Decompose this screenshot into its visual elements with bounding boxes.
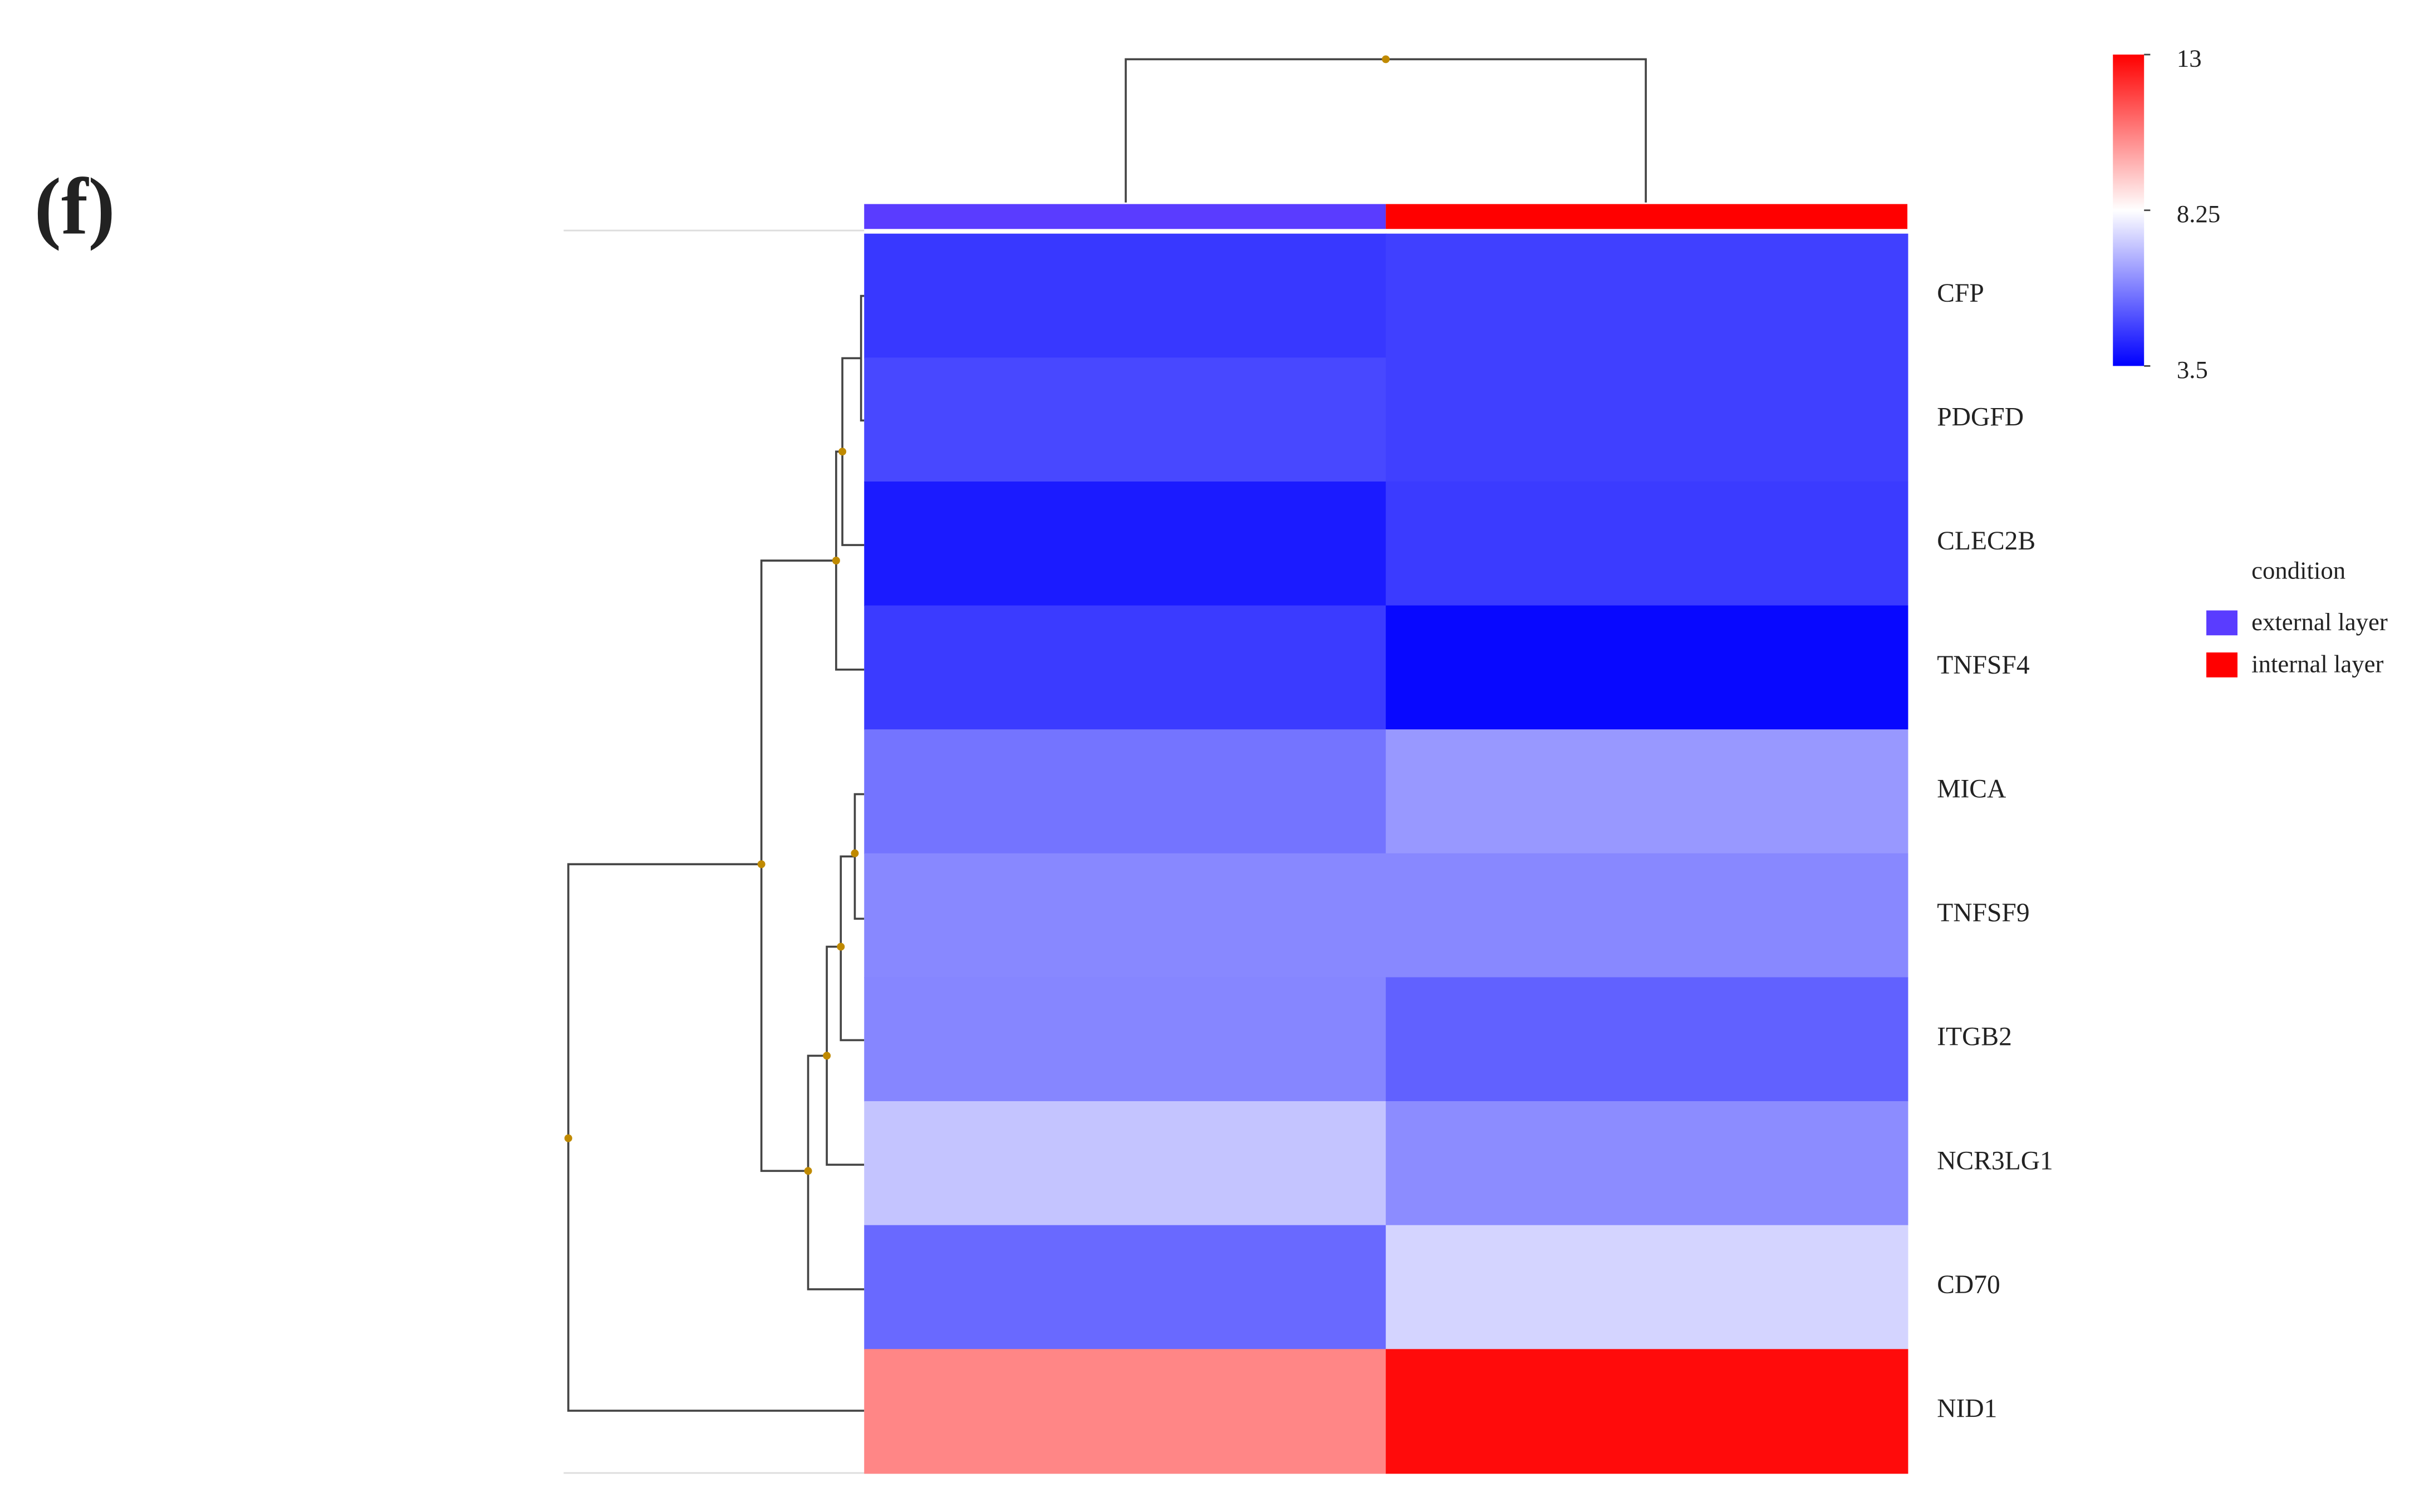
legend-swatch: [2206, 652, 2237, 678]
cell: [1386, 1225, 1908, 1350]
cell: [864, 1225, 1387, 1350]
row-label: TNFSF4: [1937, 651, 2030, 680]
row-label: CD70: [1937, 1270, 2000, 1299]
row-label: CFP: [1937, 279, 1984, 308]
row-label: ITGB2: [1937, 1023, 2012, 1052]
cell: [864, 1349, 1387, 1474]
colorbar: [2113, 55, 2145, 366]
row-label: MICA: [1937, 774, 2006, 803]
cell: [1386, 481, 1908, 606]
cell: [864, 481, 1387, 606]
cell: [864, 233, 1387, 359]
row-label: NCR3LG1: [1937, 1146, 2053, 1175]
cell: [864, 1101, 1387, 1226]
cell: [864, 977, 1387, 1102]
dendrogram: [563, 55, 1908, 1474]
colorbar-tick-label: 8.25: [2177, 200, 2220, 228]
legend-swatch: [2206, 610, 2237, 636]
cell: [1386, 357, 1908, 483]
panel-label: (f): [35, 161, 115, 251]
cell: [864, 357, 1387, 483]
cell: [864, 853, 1387, 978]
row-label: PDGFD: [1937, 403, 2024, 432]
legend-label: internal layer: [2251, 650, 2383, 678]
cell: [1386, 1101, 1908, 1226]
cell: [1386, 605, 1908, 730]
row-label: CLEC2B: [1937, 527, 2035, 556]
cell: [1386, 977, 1908, 1102]
legend-title: condition: [2251, 557, 2345, 585]
cell: [1386, 853, 1908, 978]
cell: [864, 729, 1387, 855]
colorbar-tick-label: 13: [2177, 44, 2202, 72]
cell: [1386, 1349, 1908, 1474]
colorbar-tick-label: 3.5: [2177, 356, 2208, 384]
column-annotation: [864, 204, 1386, 229]
column-annotation: [1386, 204, 1908, 229]
row-label: TNFSF9: [1937, 899, 2029, 927]
cell: [1386, 233, 1908, 359]
cell: [1386, 729, 1908, 855]
cell: [864, 605, 1387, 730]
row-label: NID1: [1937, 1395, 1997, 1423]
legend-label: external layer: [2251, 608, 2388, 636]
